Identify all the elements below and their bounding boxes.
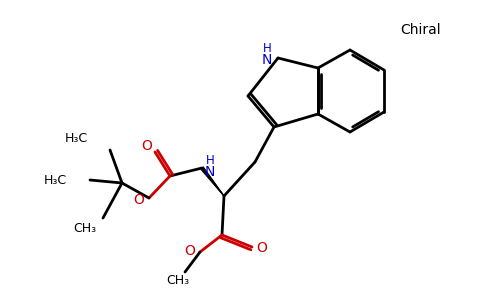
Text: H₃C: H₃C — [44, 173, 67, 187]
Text: CH₃: CH₃ — [166, 274, 190, 287]
Text: O: O — [257, 241, 268, 255]
Text: H₃C: H₃C — [65, 131, 88, 145]
Text: N: N — [262, 53, 272, 67]
Text: N: N — [205, 165, 215, 179]
Text: O: O — [184, 244, 196, 258]
Text: O: O — [141, 139, 152, 153]
Text: Chiral: Chiral — [400, 23, 440, 37]
Text: H: H — [263, 41, 272, 55]
Text: O: O — [134, 193, 144, 207]
Text: H: H — [206, 154, 214, 167]
Text: CH₃: CH₃ — [74, 221, 97, 235]
